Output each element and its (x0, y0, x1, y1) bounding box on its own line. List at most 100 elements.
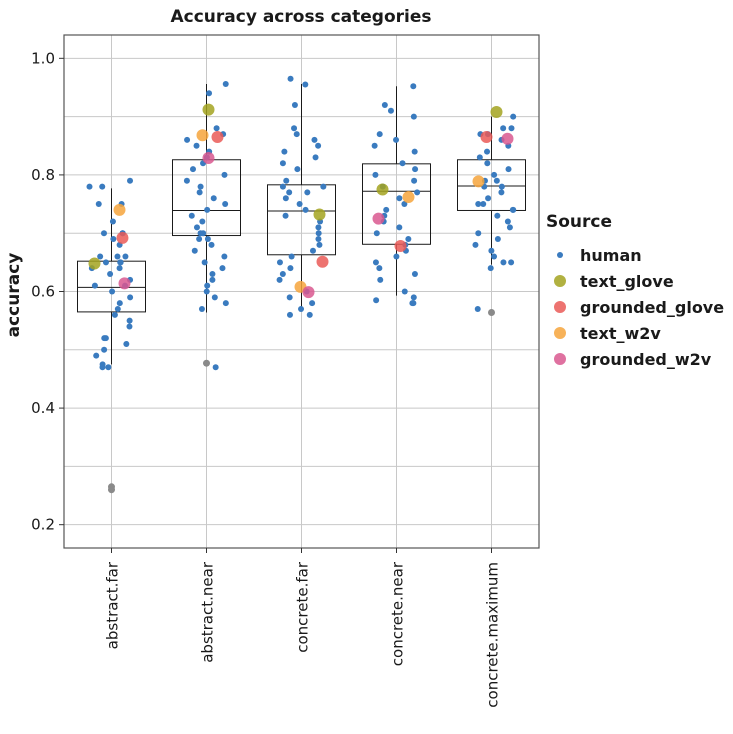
human-point (401, 201, 408, 208)
legend-label-grounded_w2v: grounded_w2v (580, 350, 712, 369)
human-point (109, 288, 116, 295)
human-point (222, 300, 229, 307)
human-point (311, 136, 318, 143)
human-point (127, 294, 134, 301)
legend-key-grounded_glove (554, 301, 566, 313)
human-point (101, 335, 108, 342)
human-point (410, 83, 417, 90)
y-axis-label: accuracy (4, 253, 24, 338)
text_glove-point (313, 208, 326, 221)
human-point (372, 259, 379, 266)
human-point (203, 288, 210, 295)
human-point (97, 253, 104, 260)
human-point (116, 300, 123, 307)
human-point (219, 265, 226, 272)
human-point (286, 311, 293, 318)
human-point (279, 160, 286, 167)
grounded_w2v-point (372, 212, 385, 225)
human-point (376, 265, 383, 272)
human-point (105, 364, 112, 371)
text_glove-point (490, 105, 503, 118)
human-point (302, 206, 309, 213)
human-point (493, 177, 500, 184)
human-point (221, 171, 228, 178)
human-point (200, 230, 207, 237)
human-point (411, 271, 418, 278)
human-point (312, 154, 319, 161)
human-point (197, 183, 204, 190)
human-point (95, 201, 102, 208)
human-point (100, 230, 107, 237)
human-point (281, 148, 288, 155)
human-point (213, 125, 220, 132)
human-point (484, 148, 491, 155)
human-point (491, 171, 498, 178)
legend: Source human text_glove grounded_glovetext… (546, 212, 724, 369)
text_glove-point (202, 103, 215, 116)
legend-label-human: human (580, 246, 642, 265)
human-point (500, 259, 507, 266)
human-point (199, 218, 206, 225)
text_w2v-point (402, 191, 415, 204)
human-point (488, 247, 495, 254)
human-point (211, 294, 218, 301)
human-point (373, 230, 380, 237)
human-point (111, 311, 118, 318)
human-point (283, 177, 290, 184)
human-point (221, 253, 228, 260)
human-point (126, 323, 133, 330)
grounded_glove-point (394, 240, 407, 253)
y-tick-label: 0.6 (31, 283, 55, 301)
human-point (393, 136, 400, 143)
human-point (411, 177, 418, 184)
human-point (393, 253, 400, 260)
human-point (204, 236, 211, 243)
human-point (286, 294, 293, 301)
human-point (480, 201, 487, 208)
human-point (110, 236, 117, 243)
x-tick-label: abstract.far (104, 561, 122, 649)
text_glove-point (88, 257, 101, 270)
human-point (191, 247, 198, 254)
human-point (309, 247, 316, 254)
human-point (296, 201, 303, 208)
legend-key-grounded_w2v (554, 353, 566, 365)
human-point (399, 160, 406, 167)
human-point (474, 305, 481, 312)
human-point (412, 166, 419, 173)
human-point (410, 294, 417, 301)
human-point (315, 142, 322, 149)
human-point (196, 236, 203, 243)
human-point (222, 201, 229, 208)
legend-label-text_w2v: text_w2v (580, 324, 661, 343)
y-tick-label: 0.2 (31, 516, 55, 534)
human-point (101, 346, 108, 353)
box-iqr (457, 159, 526, 211)
human-point (387, 107, 394, 114)
human-point (487, 265, 494, 272)
human-point (485, 195, 492, 202)
grounded_glove-point (316, 255, 329, 268)
human-point (206, 90, 213, 97)
human-point (276, 276, 283, 283)
y-tick-label: 1.0 (31, 49, 55, 67)
grounded_glove-point (116, 231, 129, 244)
text_w2v-point (113, 203, 126, 216)
human-point (508, 259, 515, 266)
human-point (414, 189, 421, 196)
human-point (315, 236, 322, 243)
human-point (212, 364, 219, 371)
human-point (298, 305, 305, 312)
human-point (114, 253, 121, 260)
human-point (383, 206, 390, 213)
human-point (510, 206, 517, 213)
legend-label-grounded_glove: grounded_glove (580, 298, 724, 317)
human-point (410, 113, 417, 120)
human-point (279, 271, 286, 278)
text_glove-point (376, 183, 389, 196)
human-point (188, 212, 195, 219)
human-point (102, 259, 109, 266)
outlier-point (203, 359, 210, 367)
human-point (484, 160, 491, 167)
human-point (294, 166, 301, 173)
